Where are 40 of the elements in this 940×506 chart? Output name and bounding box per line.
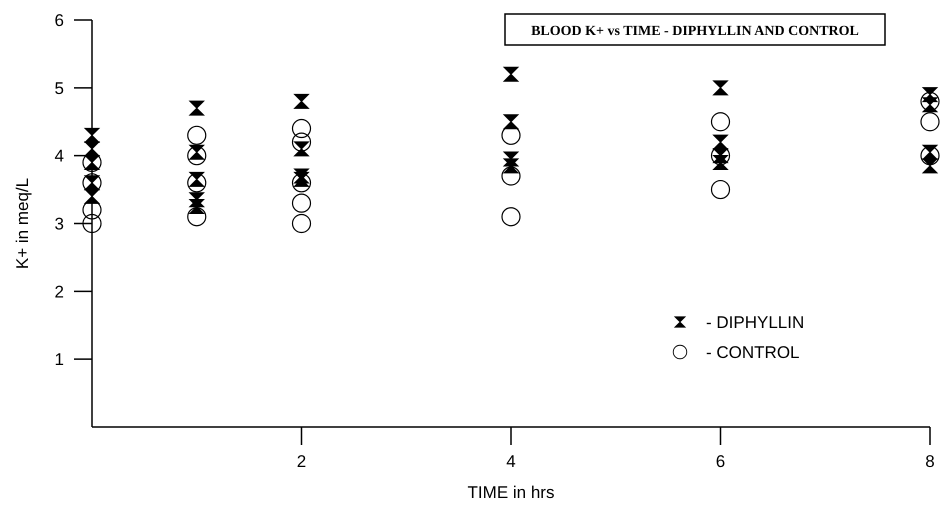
y-tick-label: 2 [54, 282, 64, 302]
point [82, 214, 102, 234]
point [189, 100, 204, 116]
y-tick-label: 3 [54, 214, 64, 234]
y-tick-label: 6 [54, 10, 64, 30]
y-tick-label: 5 [54, 78, 64, 98]
y-axis-title: K+ in meq/L [13, 178, 32, 270]
point [187, 207, 206, 226]
point [189, 199, 204, 214]
point [292, 173, 312, 192]
legend-label: - CONTROL [706, 342, 800, 362]
point [920, 112, 940, 132]
y-tick-label: 1 [54, 350, 64, 370]
point [710, 180, 730, 200]
point [187, 126, 206, 145]
point [920, 146, 940, 166]
point [187, 173, 206, 192]
point [710, 112, 730, 132]
point [920, 92, 940, 111]
point [187, 146, 206, 166]
x-tick-label: 2 [296, 452, 306, 471]
point [713, 80, 728, 96]
chart-title: BLOOD K+ vs TIME - DIPHYLLIN AND CONTROL [531, 24, 859, 39]
point [501, 207, 521, 226]
point [292, 194, 312, 213]
point [504, 66, 518, 82]
point [292, 132, 312, 152]
legend-label: - DIPHYLLIN [706, 312, 804, 332]
x-axis-title: TIME in hrs [468, 483, 554, 502]
point [504, 158, 518, 174]
point [292, 118, 312, 138]
point [501, 166, 521, 186]
point [713, 154, 728, 170]
y-tick-label: 4 [54, 146, 64, 166]
x-tick-label: 6 [716, 452, 726, 471]
point [294, 94, 309, 109]
x-tick-label: 4 [506, 452, 516, 471]
point [292, 214, 312, 234]
x-tick-label: 8 [925, 452, 935, 471]
point [922, 158, 938, 174]
